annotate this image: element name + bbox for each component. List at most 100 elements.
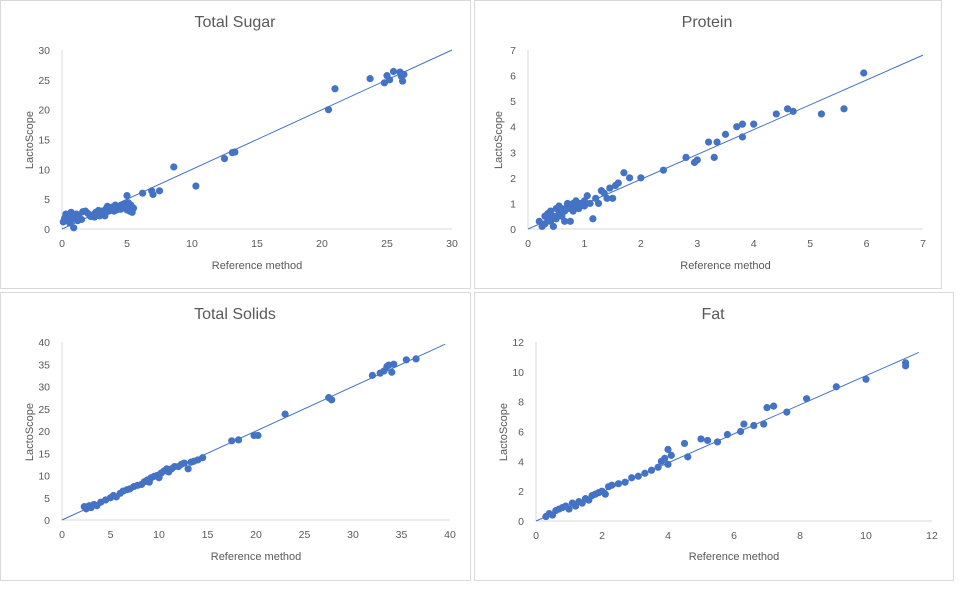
data-point — [860, 69, 868, 77]
data-point — [647, 466, 656, 474]
data-point — [594, 199, 603, 208]
data-point — [641, 469, 649, 477]
x-axis-label: Reference method — [689, 551, 780, 563]
x-tick-label: 0 — [59, 238, 65, 250]
y-tick-label: 25 — [38, 404, 50, 416]
y-tick-label: 4 — [518, 456, 524, 468]
chart-title: Fat — [701, 306, 725, 323]
y-tick-label: 6 — [518, 427, 524, 439]
y-tick-label: 35 — [38, 359, 50, 371]
y-axis-label: LactoScope — [24, 403, 36, 461]
data-point — [228, 437, 236, 445]
y-tick-label: 2 — [510, 173, 516, 185]
data-point — [770, 402, 778, 410]
x-tick-label: 0 — [525, 238, 531, 250]
data-point — [234, 436, 243, 444]
y-tick-label: 5 — [44, 194, 50, 206]
data-point — [123, 191, 131, 200]
data-point — [634, 472, 642, 480]
data-point — [750, 421, 758, 430]
y-axis-label: LactoScope — [493, 111, 505, 169]
data-point — [740, 420, 748, 428]
data-point — [400, 70, 408, 79]
x-tick-label: 2 — [638, 238, 644, 250]
data-point — [586, 199, 594, 208]
data-point — [760, 420, 768, 428]
x-tick-label: 35 — [396, 529, 408, 541]
x-tick-label: 10 — [860, 530, 872, 542]
data-point — [614, 480, 623, 488]
data-point — [149, 190, 157, 198]
data-point — [566, 217, 574, 225]
y-tick-label: 10 — [38, 164, 50, 176]
data-point — [608, 481, 616, 489]
y-tick-label: 15 — [38, 448, 50, 460]
data-point — [750, 120, 758, 128]
x-tick-label: 15 — [202, 529, 214, 541]
data-point — [621, 478, 629, 486]
y-tick-label: 20 — [38, 105, 50, 117]
data-point — [199, 454, 207, 462]
chart-panel-fat: Fat 0 2 4 6 8 10 12 0 2 4 6 8 10 12 Reference method Lac… — [474, 292, 954, 581]
x-tick-label: 8 — [797, 530, 803, 542]
data-point — [388, 368, 396, 376]
data-point — [659, 166, 668, 174]
data-point — [231, 148, 239, 156]
data-point — [601, 490, 609, 498]
data-point — [77, 215, 86, 224]
x-tick-label: 30 — [446, 238, 458, 250]
data-point — [704, 436, 712, 445]
y-tick-label: 25 — [38, 75, 50, 87]
x-tick-label: 4 — [751, 238, 757, 250]
data-point — [680, 439, 689, 448]
x-tick-label: 0 — [59, 529, 65, 541]
data-point — [139, 189, 147, 197]
x-tick-label: 7 — [920, 238, 926, 250]
data-point — [733, 123, 741, 131]
chart-panel-protein: Protein 0 1 2 3 4 5 6 7 0 1 2 3 4 5 6 7 Reference method L… — [474, 0, 942, 289]
data-point — [783, 105, 792, 113]
data-point — [328, 396, 336, 404]
data-point — [763, 404, 771, 412]
data-point — [661, 454, 669, 462]
data-point — [654, 463, 662, 471]
data-point — [614, 179, 622, 187]
y-tick-label: 2 — [518, 486, 524, 498]
data-point — [664, 445, 672, 453]
data-point — [628, 474, 636, 482]
y-tick-label: 0 — [44, 224, 50, 236]
data-point — [123, 206, 131, 214]
x-axis-label: Reference method — [211, 551, 302, 563]
data-point — [120, 200, 128, 208]
data-point — [192, 182, 200, 190]
y-tick-label: 6 — [510, 71, 516, 83]
data-point — [664, 460, 672, 468]
data-point — [184, 465, 192, 473]
y-tick-label: 0 — [518, 516, 524, 528]
chart-title: Protein — [682, 14, 733, 31]
x-tick-label: 25 — [299, 529, 311, 541]
x-tick-label: 12 — [926, 530, 938, 542]
y-tick-label: 7 — [510, 45, 516, 57]
data-point — [70, 224, 78, 232]
x-tick-label: 20 — [316, 238, 328, 250]
data-point — [565, 505, 573, 513]
chart-panel-total-solids: Total Solids 0 5 10 15 20 25 30 35 40 0 5 10 15 20 25 30… — [0, 292, 471, 581]
x-tick-label: 20 — [250, 529, 262, 541]
chart-title: Total Solids — [194, 306, 276, 323]
data-point — [399, 77, 407, 85]
data-point — [713, 138, 721, 146]
x-tick-label: 30 — [347, 529, 359, 541]
data-point — [738, 120, 747, 128]
x-tick-label: 3 — [694, 238, 700, 250]
x-tick-label: 6 — [731, 530, 737, 542]
data-point — [840, 105, 848, 113]
data-point — [180, 459, 188, 467]
data-point — [738, 133, 747, 141]
data-point — [789, 107, 797, 115]
data-point — [126, 200, 134, 209]
data-point — [389, 67, 398, 76]
x-tick-label: 5 — [807, 238, 813, 250]
data-point — [667, 451, 675, 459]
data-point — [580, 202, 589, 210]
